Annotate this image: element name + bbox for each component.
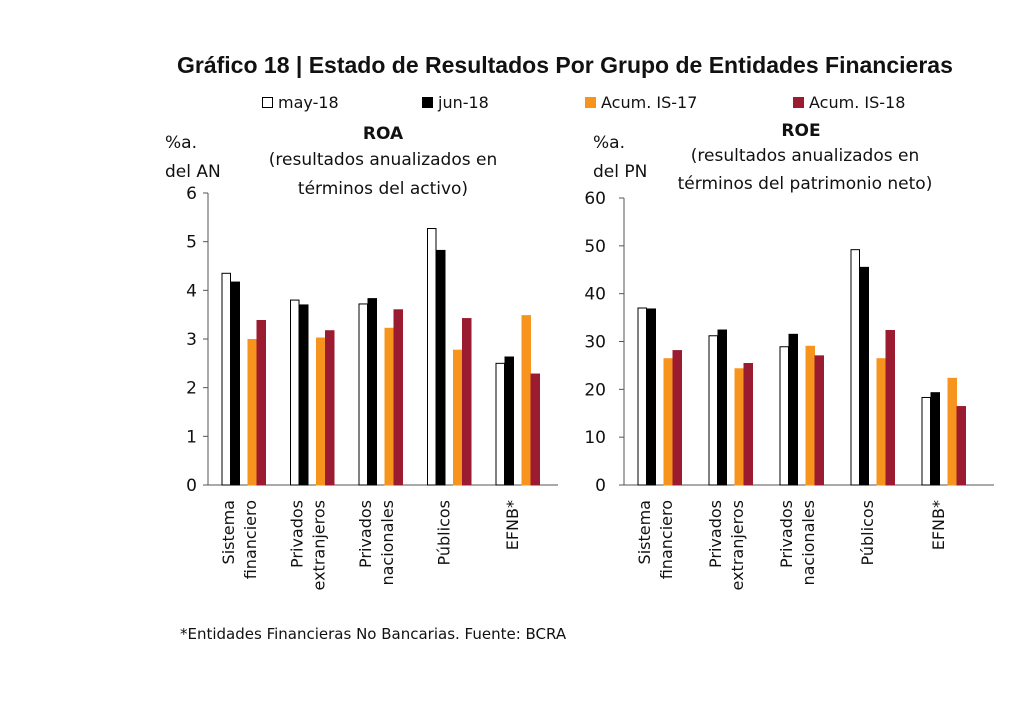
category-label-roe: nacionales xyxy=(799,500,818,586)
chart-subtitle-roe: términos del patrimonio neto) xyxy=(678,174,933,194)
y-tick-label-roe: 50 xyxy=(584,237,606,257)
bar-roa-0-2 xyxy=(247,338,257,486)
bar-roe-4-3 xyxy=(956,406,966,486)
legend-swatch-may-18 xyxy=(262,97,273,108)
y-tick-label-roa: 3 xyxy=(186,330,197,350)
legend-label: Acum. IS-17 xyxy=(601,93,698,112)
bar-roa-1-1 xyxy=(299,304,309,486)
bar-roa-1-0 xyxy=(290,299,300,486)
y-tick-label-roe: 20 xyxy=(584,380,606,400)
bar-roe-3-1 xyxy=(859,266,869,486)
bar-roe-1-0 xyxy=(708,335,718,486)
y-tick-label-roa: 4 xyxy=(186,281,197,301)
bar-roa-0-1 xyxy=(230,281,240,486)
category-label-roe: Públicos xyxy=(858,500,877,565)
y-tick-label-roe: 30 xyxy=(584,333,606,353)
y-axis-unit-roa: %a. xyxy=(165,133,197,153)
legend-swatch-jun-18 xyxy=(422,97,433,108)
bar-roe-2-3 xyxy=(814,355,824,486)
bar-roa-3-0 xyxy=(427,228,437,486)
category-label-roe: Privados xyxy=(777,500,796,568)
legend-item-acum-is-18: Acum. IS-18 xyxy=(793,93,905,112)
category-label-roa: Públicos xyxy=(435,500,454,565)
bar-roe-1-2 xyxy=(734,368,744,486)
legend-item-acum-is-17: Acum. IS-17 xyxy=(585,93,697,112)
y-axis-unit-roe: %a. xyxy=(593,133,625,153)
bar-roe-0-0 xyxy=(637,307,647,486)
y-tick-label-roa: 5 xyxy=(186,233,197,253)
chart-subtitle-roa: términos del activo) xyxy=(298,179,468,199)
legend-item-jun-18: jun-18 xyxy=(422,93,489,112)
category-label-roa: extranjeros xyxy=(310,500,329,590)
y-tick-label-roa: 2 xyxy=(186,379,197,399)
bar-roa-3-3 xyxy=(462,318,472,486)
y-tick-label-roe: 60 xyxy=(584,189,606,209)
bar-roa-3-1 xyxy=(436,249,446,486)
chart-subtitle-roe: (resultados anualizados en xyxy=(691,146,919,166)
bar-roe-3-3 xyxy=(885,329,895,486)
bar-roe-1-1 xyxy=(717,329,727,486)
bar-roe-4-2 xyxy=(947,377,957,486)
bar-roa-2-0 xyxy=(358,303,368,486)
category-label-roe: Privados xyxy=(706,500,725,568)
y-tick-label-roa: 0 xyxy=(186,476,197,496)
category-label-roa: financiero xyxy=(241,500,260,579)
bar-roe-0-3 xyxy=(672,350,682,486)
bar-roe-1-3 xyxy=(743,363,753,486)
category-label-roe: Sistema xyxy=(635,500,654,564)
legend-item-may-18: may-18 xyxy=(262,93,339,112)
bar-roa-0-0 xyxy=(221,272,231,486)
bar-roe-3-0 xyxy=(850,249,860,486)
y-axis-unit-roe: del PN xyxy=(593,162,647,182)
bar-roe-0-2 xyxy=(663,358,673,486)
bar-roa-4-1 xyxy=(504,356,514,486)
chart-title-roe: ROE xyxy=(781,121,820,141)
chart-title-roa: ROA xyxy=(363,124,404,144)
bar-roa-4-3 xyxy=(530,373,540,486)
category-label-roa: Sistema xyxy=(219,500,238,564)
category-label-roe: EFNB* xyxy=(929,500,948,550)
bar-roa-2-1 xyxy=(367,298,377,486)
category-label-roe: financiero xyxy=(657,500,676,579)
bar-roe-3-2 xyxy=(876,358,886,486)
bar-roe-0-1 xyxy=(646,308,656,486)
bar-roe-2-1 xyxy=(788,333,798,486)
y-tick-label-roa: 6 xyxy=(186,184,197,204)
bar-roa-2-3 xyxy=(393,309,403,486)
y-tick-label-roe: 40 xyxy=(584,285,606,305)
legend-label: jun-18 xyxy=(438,93,489,112)
y-axis-unit-roa: del AN xyxy=(165,162,221,182)
legend-label: Acum. IS-18 xyxy=(809,93,906,112)
figure-title: Gráfico 18 | Estado de Resultados Por Gr… xyxy=(177,52,953,78)
bar-roa-1-3 xyxy=(325,330,335,486)
bar-roe-2-0 xyxy=(779,346,789,486)
footnote: *Entidades Financieras No Bancarias. Fue… xyxy=(180,625,567,643)
bar-roe-4-1 xyxy=(930,392,940,486)
category-label-roa: Privados xyxy=(356,500,375,568)
y-tick-label-roe: 10 xyxy=(584,428,606,448)
y-tick-label-roe: 0 xyxy=(595,476,606,496)
bar-roa-0-3 xyxy=(256,320,266,486)
legend-label: may-18 xyxy=(278,93,339,112)
bar-roe-4-0 xyxy=(921,396,931,486)
category-label-roe: extranjeros xyxy=(728,500,747,590)
bar-roa-3-2 xyxy=(453,349,463,486)
category-label-roa: Privados xyxy=(288,500,307,568)
bar-roa-4-0 xyxy=(495,362,505,486)
y-tick-label-roa: 1 xyxy=(186,427,197,447)
legend-swatch-acum-is-18 xyxy=(793,97,804,108)
category-label-roa: nacionales xyxy=(378,500,397,586)
bar-roa-1-2 xyxy=(316,337,326,486)
bar-roe-2-2 xyxy=(805,345,815,486)
bar-roa-2-2 xyxy=(384,327,394,486)
legend-swatch-acum-is-17 xyxy=(585,97,596,108)
category-label-roa: EFNB* xyxy=(503,500,522,550)
bar-roa-4-2 xyxy=(521,315,531,486)
chart-subtitle-roa: (resultados anualizados en xyxy=(269,150,497,170)
